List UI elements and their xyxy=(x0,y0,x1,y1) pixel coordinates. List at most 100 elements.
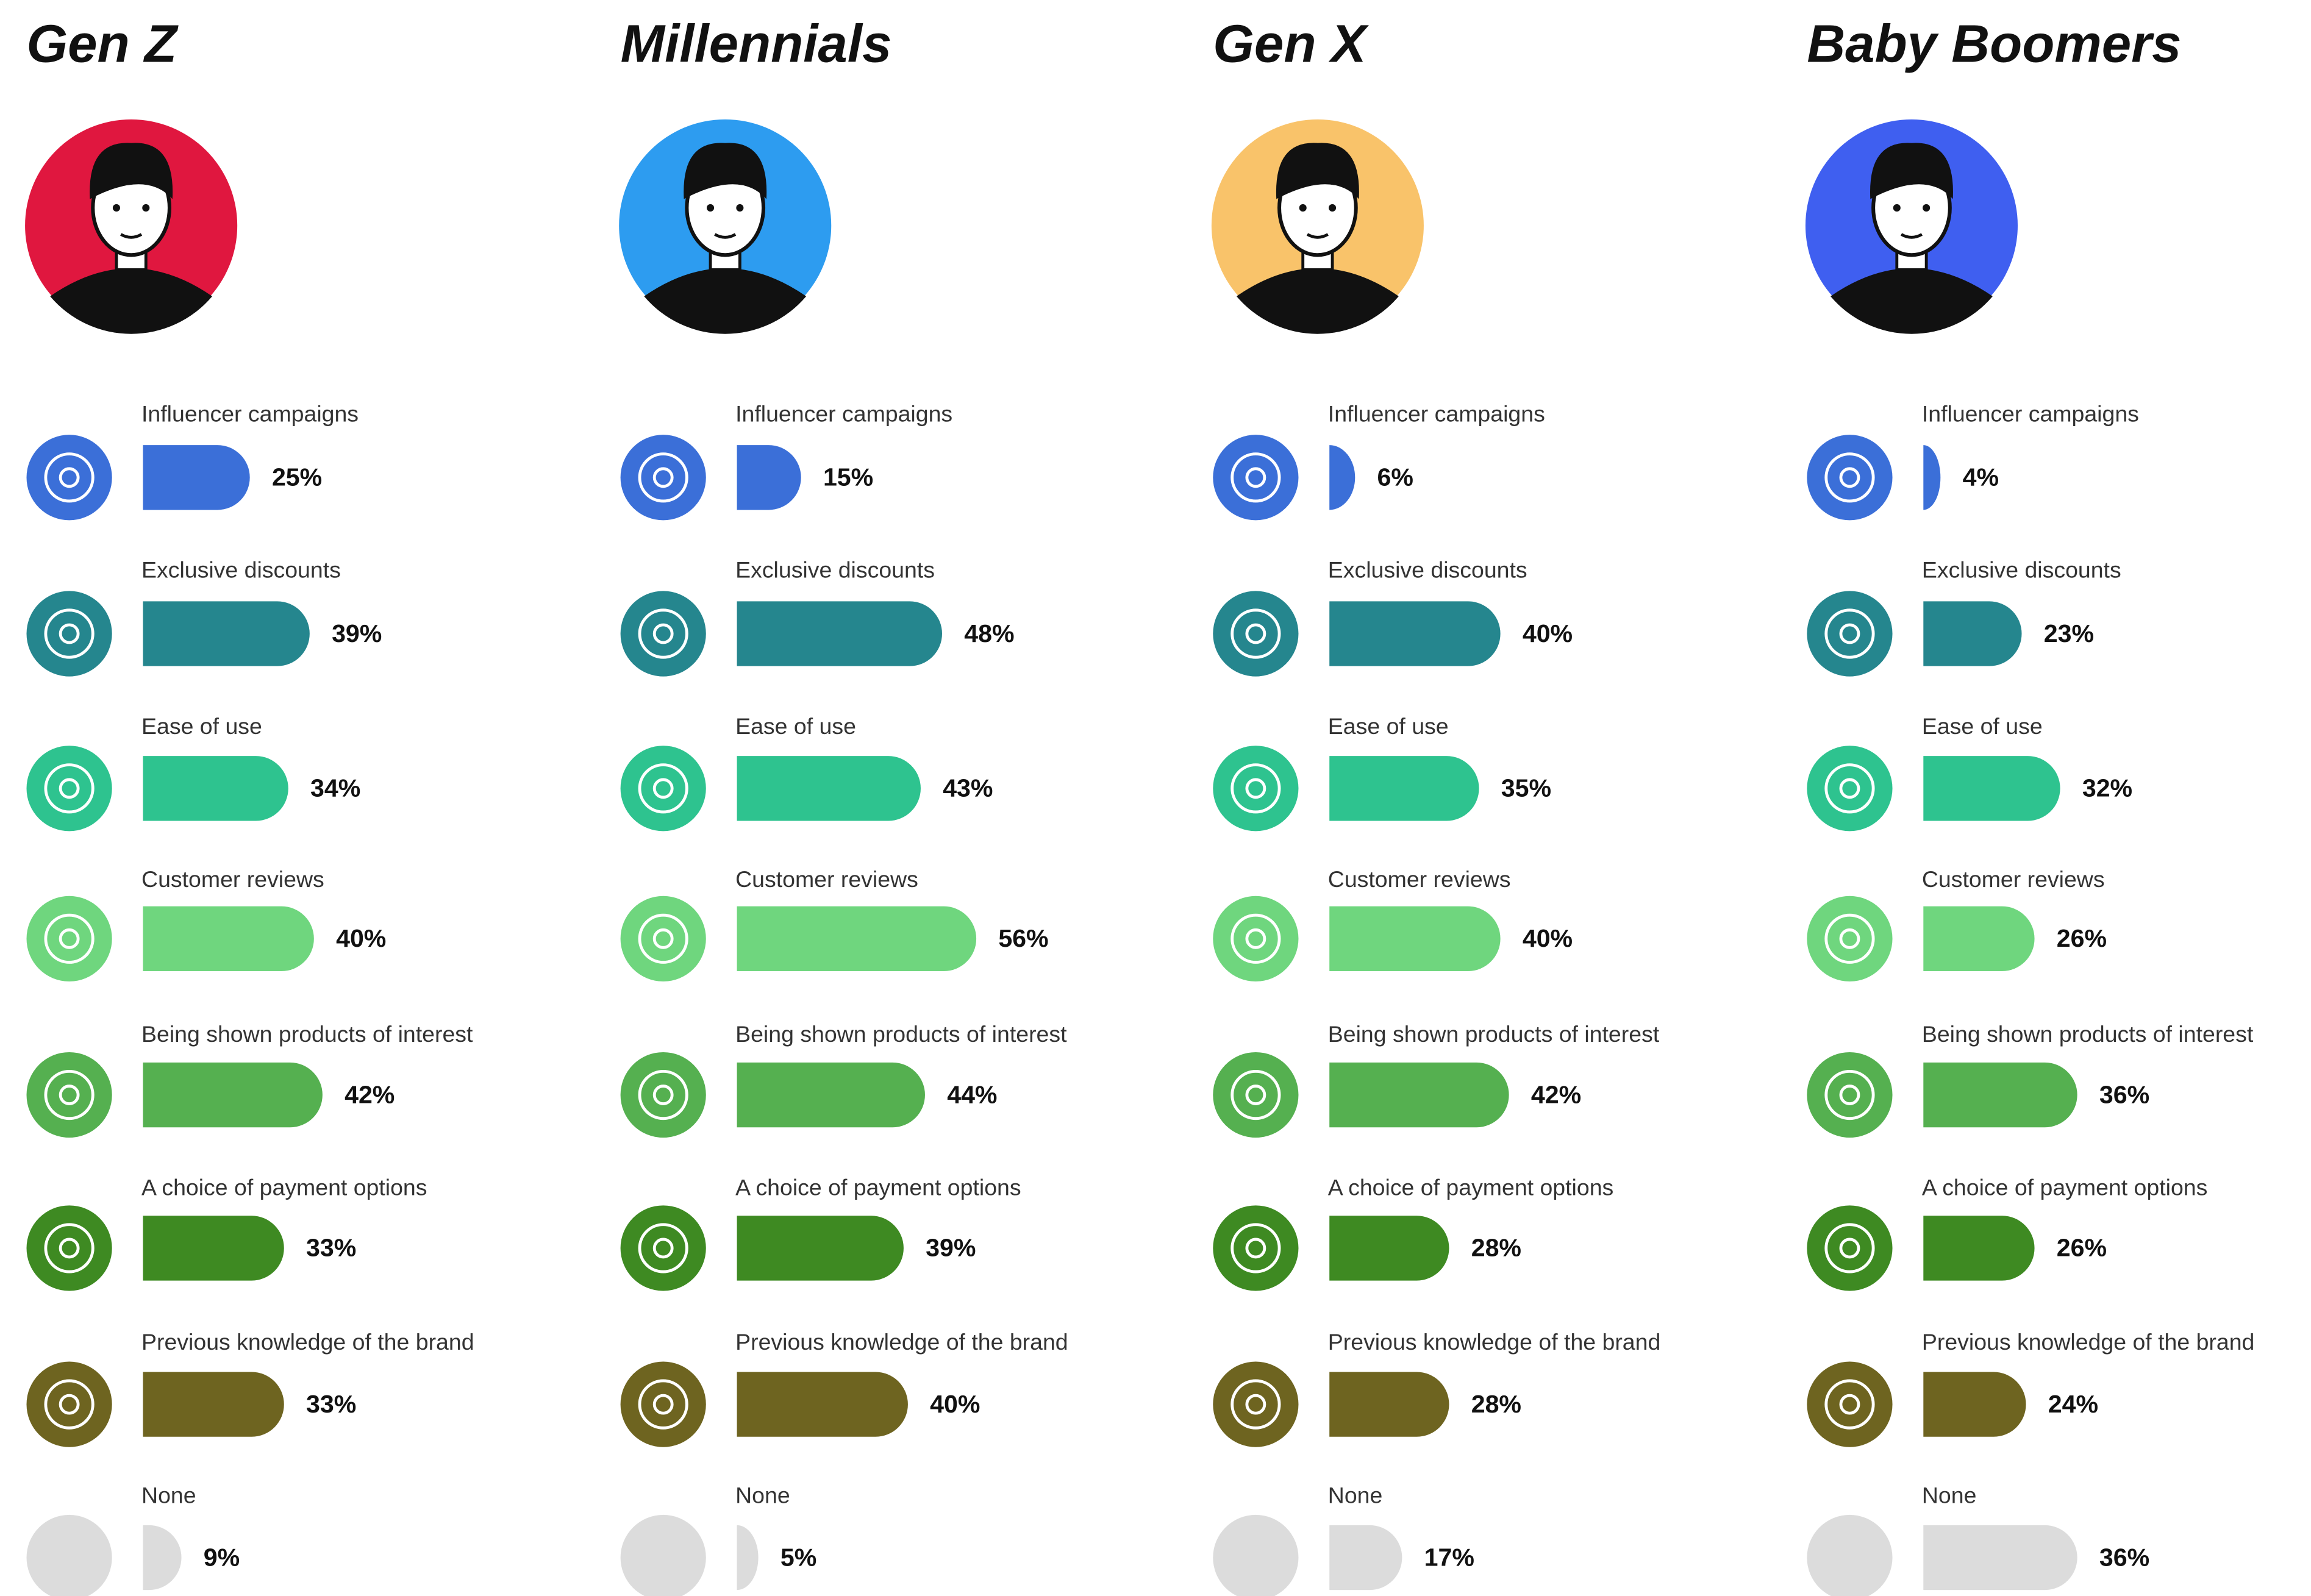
bar xyxy=(143,1216,284,1281)
icon-circle xyxy=(1807,435,1893,521)
icon-glyph xyxy=(59,467,80,488)
category-icon xyxy=(1213,746,1299,832)
icon-glyph xyxy=(1245,928,1266,949)
icon-glyph xyxy=(59,1238,80,1259)
category-icon xyxy=(26,896,112,981)
icon-glyph xyxy=(1231,1069,1281,1120)
icon-glyph xyxy=(652,778,674,799)
bar xyxy=(737,445,801,510)
bar xyxy=(143,601,310,666)
icon-glyph xyxy=(1245,1394,1266,1415)
bar xyxy=(1329,1525,1402,1591)
icon-circle xyxy=(620,1052,706,1138)
icon-glyph xyxy=(1824,1069,1875,1120)
icon-glyph xyxy=(1824,913,1875,964)
bar xyxy=(143,1525,182,1591)
icon-glyph xyxy=(1231,1223,1281,1274)
icon-glyph xyxy=(59,778,80,799)
icon-glyph xyxy=(1245,623,1266,644)
category-label: A choice of payment options xyxy=(1328,1174,1613,1200)
category-label: A choice of payment options xyxy=(1922,1174,2207,1200)
category-label: Being shown products of interest xyxy=(1328,1021,1660,1047)
category-label: Exclusive discounts xyxy=(1922,557,2121,583)
category-label: Customer reviews xyxy=(1328,866,1511,892)
value-label: 40% xyxy=(930,1390,980,1418)
category-icon xyxy=(620,746,706,832)
category-label: Exclusive discounts xyxy=(141,557,341,583)
bar xyxy=(737,1216,904,1281)
bar xyxy=(737,1525,759,1591)
category-label: Being shown products of interest xyxy=(1922,1021,2254,1047)
value-label: 40% xyxy=(1523,924,1573,952)
icon-glyph xyxy=(1231,913,1281,964)
icon-glyph xyxy=(1824,1379,1875,1430)
icon-glyph xyxy=(59,1085,80,1105)
category-icon xyxy=(1213,435,1299,521)
category-icon xyxy=(1807,1514,1893,1596)
avatar-eye xyxy=(736,204,744,212)
bar xyxy=(737,756,921,821)
icon-glyph xyxy=(59,928,80,949)
category-icon xyxy=(26,435,112,521)
category-label: Being shown products of interest xyxy=(141,1021,473,1047)
category-label: Being shown products of interest xyxy=(735,1021,1067,1047)
icon-glyph xyxy=(1245,1085,1266,1105)
panel-title: Gen X xyxy=(1213,15,1369,74)
bar xyxy=(143,445,250,510)
icon-circle xyxy=(620,896,706,981)
bar xyxy=(1329,601,1501,666)
bar xyxy=(143,756,288,821)
value-label: 17% xyxy=(1424,1543,1474,1571)
icon-glyph xyxy=(638,1379,688,1430)
value-label: 35% xyxy=(1501,774,1551,802)
icon-circle xyxy=(26,1205,112,1291)
category-icon xyxy=(620,591,706,677)
icon-glyph xyxy=(1231,1379,1281,1430)
bar xyxy=(1923,756,2060,821)
category-label: None xyxy=(1328,1483,1383,1508)
icon-circle xyxy=(620,746,706,832)
icon-circle xyxy=(1807,591,1893,677)
category-icon xyxy=(620,1052,706,1138)
avatar-eye xyxy=(1299,204,1307,212)
avatar-eye xyxy=(1923,204,1931,212)
bar xyxy=(1329,756,1479,821)
icon-glyph xyxy=(1839,623,1860,644)
category-icon xyxy=(1213,896,1299,981)
category-label: Previous knowledge of the brand xyxy=(141,1329,474,1355)
icon-glyph xyxy=(1839,778,1860,799)
value-label: 36% xyxy=(2099,1080,2149,1108)
bar xyxy=(737,906,977,972)
avatar-eye xyxy=(706,204,715,212)
icon-circle xyxy=(1213,591,1299,677)
category-icon xyxy=(620,896,706,981)
avatar xyxy=(619,119,832,334)
bar xyxy=(737,1372,908,1437)
value-label: 6% xyxy=(1377,463,1413,491)
category-label: Ease of use xyxy=(1328,713,1449,739)
icon-circle xyxy=(1807,896,1893,981)
category-label: None xyxy=(1922,1483,1977,1508)
category-label: None xyxy=(141,1483,196,1508)
icon-glyph xyxy=(1245,467,1266,488)
icon-glyph xyxy=(44,1379,95,1430)
icon-glyph xyxy=(638,1223,688,1274)
bar xyxy=(143,1372,284,1437)
category-icon xyxy=(26,1052,112,1138)
icon-circle xyxy=(620,1361,706,1447)
category-label: Influencer campaigns xyxy=(735,401,952,426)
icon-circle xyxy=(1213,746,1299,832)
category-label: Influencer campaigns xyxy=(1922,401,2139,426)
icon-circle xyxy=(1807,1514,1893,1596)
value-label: 40% xyxy=(336,924,386,952)
category-icon xyxy=(1807,591,1893,677)
avatar-body xyxy=(50,268,213,334)
icon-glyph xyxy=(638,608,688,659)
avatar-hair xyxy=(1870,143,1953,199)
icon-circle xyxy=(26,1514,112,1596)
value-label: 9% xyxy=(204,1543,240,1571)
avatar-hair xyxy=(684,143,767,199)
value-label: 36% xyxy=(2099,1543,2149,1571)
category-label: Customer reviews xyxy=(735,866,918,892)
icon-circle xyxy=(26,1052,112,1138)
